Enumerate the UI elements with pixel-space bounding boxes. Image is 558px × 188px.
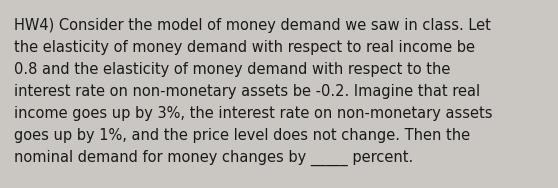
Text: 0.8 and the elasticity of money demand with respect to the: 0.8 and the elasticity of money demand w… (14, 62, 450, 77)
Text: the elasticity of money demand with respect to real income be: the elasticity of money demand with resp… (14, 40, 475, 55)
Text: income goes up by 3%, the interest rate on non-monetary assets: income goes up by 3%, the interest rate … (14, 106, 493, 121)
Text: HW4) Consider the model of money demand we saw in class. Let: HW4) Consider the model of money demand … (14, 18, 491, 33)
Text: interest rate on non-monetary assets be -0.2. Imagine that real: interest rate on non-monetary assets be … (14, 84, 480, 99)
Text: goes up by 1%, and the price level does not change. Then the: goes up by 1%, and the price level does … (14, 128, 470, 143)
Text: nominal demand for money changes by _____ percent.: nominal demand for money changes by ____… (14, 150, 413, 166)
